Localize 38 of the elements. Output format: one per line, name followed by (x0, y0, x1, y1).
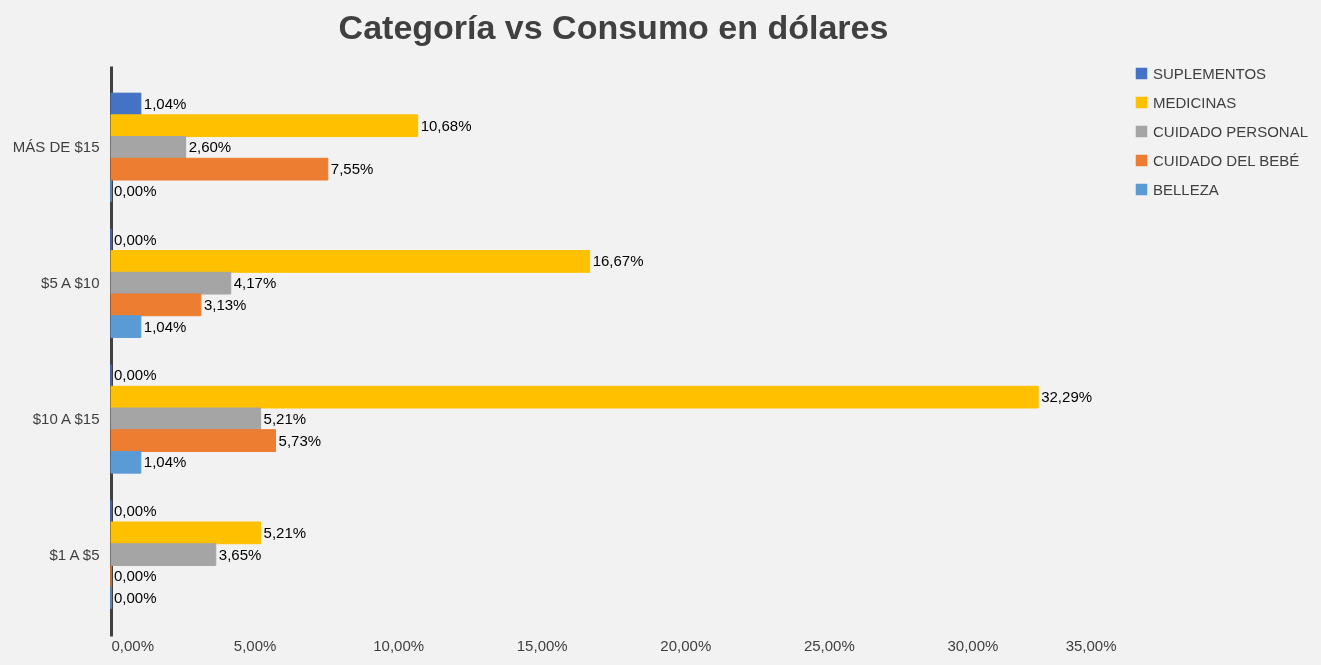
data-label: 7,55% (330, 160, 374, 178)
data-label: 5,21% (263, 523, 307, 541)
legend-label: CUIDADO PERSONAL (1153, 122, 1309, 140)
x-tick-label: 15,00% (516, 636, 568, 654)
x-tick-label: 20,00% (660, 636, 712, 654)
data-label: 1,04% (143, 317, 187, 335)
legend-label: MEDICINAS (1153, 93, 1237, 111)
data-label: 3,13% (203, 295, 247, 313)
data-label: 2,60% (188, 138, 232, 156)
legend-label: BELLEZA (1153, 180, 1219, 198)
data-label: 1,04% (143, 95, 187, 112)
data-label: 32,29% (1041, 388, 1093, 406)
data-label: 0,00% (114, 502, 157, 520)
data-label: 16,67% (592, 252, 644, 270)
data-label: 1,04% (143, 453, 187, 471)
y-tick-label: $1 A $5 (49, 545, 100, 563)
legend-label: CUIDADO DEL BEBÉ (1153, 151, 1300, 169)
x-tick-label: 0,00% (111, 636, 155, 654)
data-label: 5,73% (278, 431, 322, 449)
data-label: 5,21% (263, 409, 307, 427)
data-label: 3,65% (218, 545, 262, 563)
data-label: 0,00% (114, 366, 157, 384)
data-label: 4,17% (233, 274, 277, 292)
data-label: 10,68% (420, 116, 472, 134)
x-tick-label: 25,00% (803, 636, 855, 654)
x-tick-label: 35,00% (1065, 636, 1117, 654)
data-label: 0,00% (114, 230, 157, 248)
x-tick-label: 5,00% (233, 636, 277, 654)
legend-label: SUPLEMENTOS (1153, 64, 1267, 82)
y-tick-label: MÁS DE $15 (12, 138, 100, 156)
y-tick-label: $5 A $10 (41, 274, 100, 292)
x-tick-label: 30,00% (947, 636, 999, 654)
data-label: 0,00% (114, 567, 157, 585)
y-tick-label: $10 A $15 (32, 409, 100, 427)
data-label: 0,00% (114, 589, 157, 606)
chart-title: Categoría vs Consumo en dólares (338, 8, 889, 46)
data-label: 0,00% (114, 181, 157, 199)
x-tick-label: 10,00% (373, 636, 425, 654)
